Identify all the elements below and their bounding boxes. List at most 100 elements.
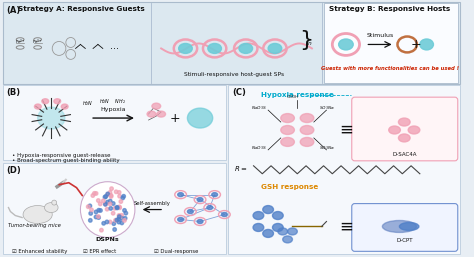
Circle shape	[120, 217, 124, 220]
Ellipse shape	[239, 43, 253, 53]
Text: $H_2N$    $NH_2$: $H_2N$ $NH_2$	[99, 97, 126, 106]
Circle shape	[106, 192, 109, 196]
Circle shape	[89, 218, 92, 222]
Circle shape	[100, 228, 103, 232]
FancyBboxPatch shape	[228, 85, 460, 254]
Circle shape	[123, 209, 126, 212]
Text: DSPNs: DSPNs	[96, 237, 119, 242]
Circle shape	[106, 200, 109, 204]
Ellipse shape	[187, 108, 213, 128]
Ellipse shape	[208, 43, 221, 53]
Ellipse shape	[253, 212, 264, 219]
Ellipse shape	[300, 114, 314, 123]
Circle shape	[103, 195, 107, 199]
Circle shape	[97, 199, 100, 202]
Ellipse shape	[300, 137, 314, 146]
Circle shape	[118, 215, 122, 218]
Circle shape	[97, 208, 100, 212]
Ellipse shape	[281, 125, 294, 134]
Circle shape	[121, 196, 125, 200]
Text: D-CPT: D-CPT	[396, 238, 412, 243]
FancyBboxPatch shape	[3, 163, 226, 254]
Text: $SO_3Na$: $SO_3Na$	[319, 104, 335, 112]
FancyBboxPatch shape	[324, 3, 458, 83]
Ellipse shape	[383, 221, 417, 232]
Ellipse shape	[42, 99, 49, 104]
Text: +: +	[170, 112, 180, 125]
Text: Fe$^{3+}$: Fe$^{3+}$	[32, 38, 43, 47]
Text: ☑ Enhanced stability: ☑ Enhanced stability	[12, 249, 68, 254]
Ellipse shape	[179, 43, 192, 53]
Circle shape	[109, 220, 112, 224]
Circle shape	[104, 202, 107, 206]
Circle shape	[118, 191, 121, 194]
Text: Strategy B: Responsive Hosts: Strategy B: Responsive Hosts	[329, 6, 450, 12]
Circle shape	[118, 206, 121, 209]
Text: $R=$: $R=$	[234, 164, 247, 173]
Text: Stimulus: Stimulus	[366, 33, 393, 39]
Circle shape	[109, 194, 113, 197]
Ellipse shape	[147, 111, 156, 117]
Ellipse shape	[399, 118, 410, 126]
Ellipse shape	[178, 193, 183, 197]
Circle shape	[105, 220, 109, 224]
Text: Stimuli-responsive host-guest SPs: Stimuli-responsive host-guest SPs	[184, 72, 284, 77]
Circle shape	[124, 211, 128, 215]
Circle shape	[81, 182, 135, 237]
Circle shape	[120, 214, 123, 217]
Circle shape	[108, 191, 112, 194]
Text: GSH response: GSH response	[261, 184, 319, 190]
Text: $NaO_3S$: $NaO_3S$	[251, 144, 267, 152]
Ellipse shape	[389, 126, 401, 134]
Ellipse shape	[400, 223, 419, 231]
Ellipse shape	[197, 219, 203, 224]
FancyBboxPatch shape	[3, 85, 226, 160]
Ellipse shape	[197, 198, 203, 201]
Circle shape	[94, 210, 98, 214]
Text: }: }	[299, 31, 313, 50]
Ellipse shape	[273, 212, 283, 219]
Circle shape	[97, 215, 100, 218]
Ellipse shape	[152, 103, 161, 109]
Ellipse shape	[283, 236, 292, 243]
Text: $H_2N$: $H_2N$	[82, 99, 94, 108]
Circle shape	[120, 221, 124, 225]
Circle shape	[111, 202, 115, 205]
Circle shape	[113, 228, 117, 231]
Text: • Broad-spectrum guest-binding ability: • Broad-spectrum guest-binding ability	[12, 158, 120, 163]
Circle shape	[111, 212, 115, 215]
Circle shape	[105, 207, 109, 211]
Text: Hypoxia: Hypoxia	[101, 107, 126, 112]
Circle shape	[102, 222, 105, 225]
Text: • Hypoxia-responsive guest-release: • Hypoxia-responsive guest-release	[12, 153, 111, 158]
Text: (A): (A)	[7, 6, 21, 15]
Circle shape	[119, 200, 123, 203]
Text: (C): (C)	[232, 88, 246, 97]
Circle shape	[104, 195, 108, 198]
Ellipse shape	[399, 134, 410, 142]
Circle shape	[115, 206, 118, 209]
Ellipse shape	[37, 107, 65, 129]
Ellipse shape	[61, 104, 68, 109]
Text: $\mathrm{COOH}$: $\mathrm{COOH}$	[286, 93, 299, 100]
Ellipse shape	[35, 104, 41, 109]
Circle shape	[88, 204, 91, 208]
Circle shape	[89, 212, 92, 215]
Ellipse shape	[187, 209, 193, 214]
Circle shape	[117, 217, 120, 221]
Text: ≡: ≡	[339, 121, 353, 139]
Text: D-SAC4A: D-SAC4A	[392, 152, 417, 157]
Text: ☑ Dual-response: ☑ Dual-response	[155, 249, 199, 254]
Circle shape	[118, 215, 121, 218]
Ellipse shape	[221, 213, 228, 216]
Ellipse shape	[178, 217, 183, 222]
Ellipse shape	[52, 200, 56, 205]
Text: ...: ...	[109, 41, 118, 51]
FancyBboxPatch shape	[3, 2, 460, 84]
Text: +: +	[410, 38, 421, 51]
Circle shape	[99, 202, 102, 206]
Circle shape	[123, 219, 126, 222]
Text: (B): (B)	[7, 88, 21, 97]
Text: $NaO_3S$: $NaO_3S$	[251, 104, 267, 112]
Circle shape	[116, 206, 119, 210]
